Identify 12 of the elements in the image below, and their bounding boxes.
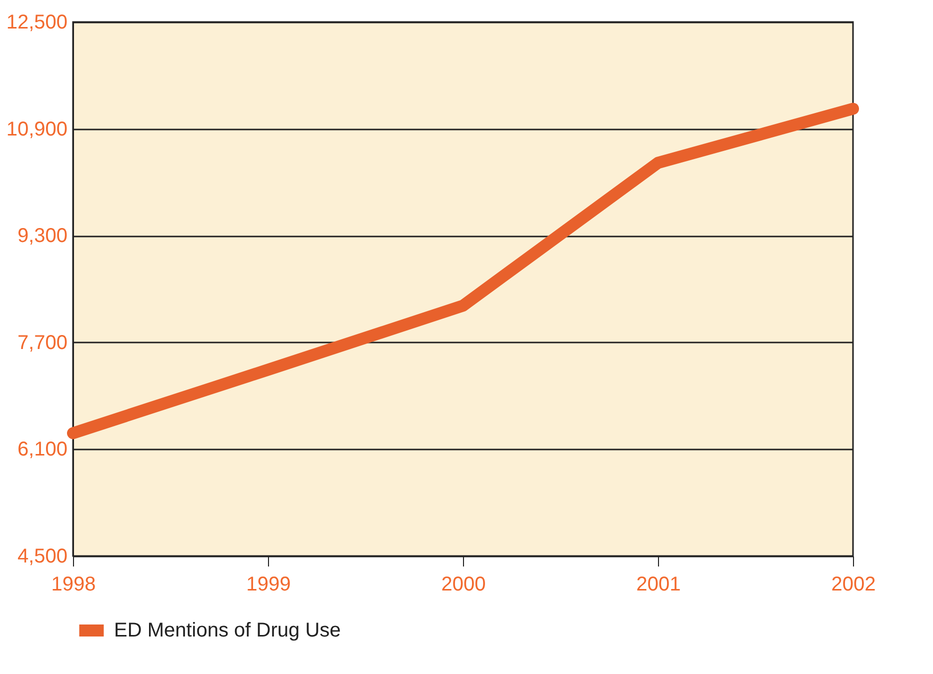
y-tick-label: 4,500	[17, 546, 68, 568]
x-tick-label: 2000	[441, 574, 486, 596]
y-tick-label: 7,700	[17, 332, 68, 354]
x-tick-label: 2001	[636, 574, 681, 596]
x-tick-label: 1999	[246, 574, 291, 596]
y-tick-label: 9,300	[17, 225, 68, 248]
y-tick-label: 10,900	[6, 118, 68, 140]
x-tick-label: 1998	[51, 574, 96, 596]
legend-label: ED Mentions of Drug Use	[114, 620, 341, 642]
y-tick-label: 6,100	[17, 438, 68, 461]
x-tick-label: 2002	[831, 574, 876, 596]
y-tick-label: 12,500	[6, 12, 68, 34]
